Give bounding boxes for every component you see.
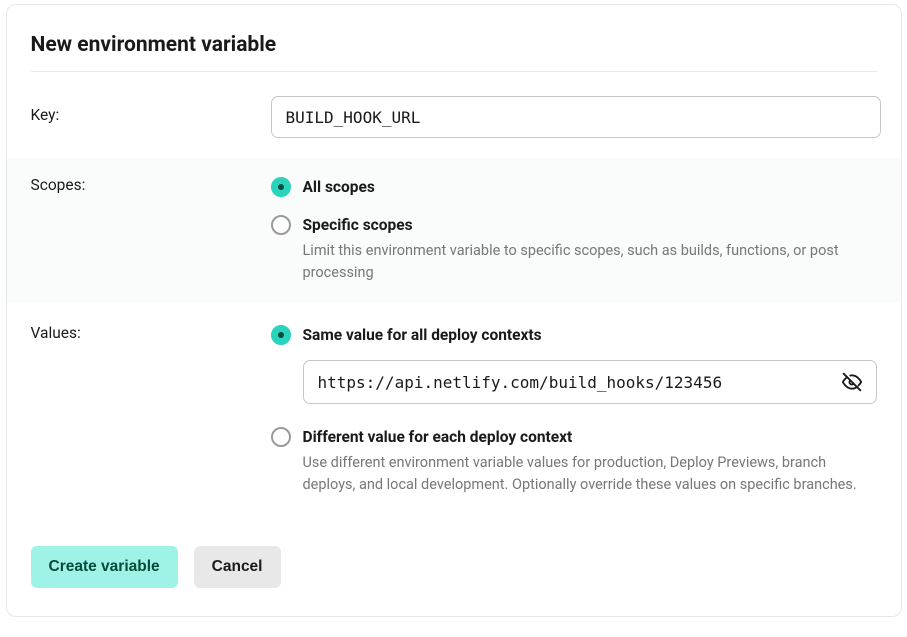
radio-title: All scopes [303,176,877,198]
env-var-panel: New environment variable Key: Scopes: Al… [6,4,902,617]
scopes-row: Scopes: All scopes Specific scopes Limit… [7,158,901,302]
radio-indicator [271,427,291,447]
footer: Create variable Cancel [7,496,901,588]
radio-title: Specific scopes [303,214,877,236]
radio-title: Same value for all deploy contexts [303,324,877,346]
value-input-wrap [303,360,877,404]
create-variable-button[interactable]: Create variable [31,546,178,588]
divider [31,71,877,72]
scopes-content: All scopes Specific scopes Limit this en… [271,176,877,284]
radio-scopes-all[interactable]: All scopes [271,176,877,198]
value-input[interactable] [304,361,828,403]
radio-body: All scopes [303,176,877,198]
key-content [271,96,881,138]
values-row: Values: Same value for all deploy contex… [7,302,901,496]
radio-title: Different value for each deploy context [303,426,877,448]
cancel-button[interactable]: Cancel [194,546,281,588]
radio-desc: Limit this environment variable to speci… [303,240,863,284]
radio-body: Same value for all deploy contexts [303,324,877,426]
radio-desc: Use different environment variable value… [303,452,863,496]
eye-off-icon[interactable] [828,372,876,392]
radio-indicator [271,215,291,235]
values-label: Values: [31,324,271,342]
radio-values-same[interactable]: Same value for all deploy contexts [271,324,877,426]
panel-header: New environment variable [7,5,901,72]
radio-values-different[interactable]: Different value for each deploy context … [271,426,877,496]
values-content: Same value for all deploy contexts [271,324,877,496]
key-row: Key: [7,96,901,158]
scopes-label: Scopes: [31,176,271,194]
radio-indicator [271,177,291,197]
radio-body: Different value for each deploy context … [303,426,877,496]
panel-title: New environment variable [31,33,877,57]
radio-body: Specific scopes Limit this environment v… [303,214,877,284]
radio-indicator [271,325,291,345]
key-input[interactable] [271,96,881,138]
radio-scopes-specific[interactable]: Specific scopes Limit this environment v… [271,214,877,284]
key-label: Key: [31,96,271,124]
